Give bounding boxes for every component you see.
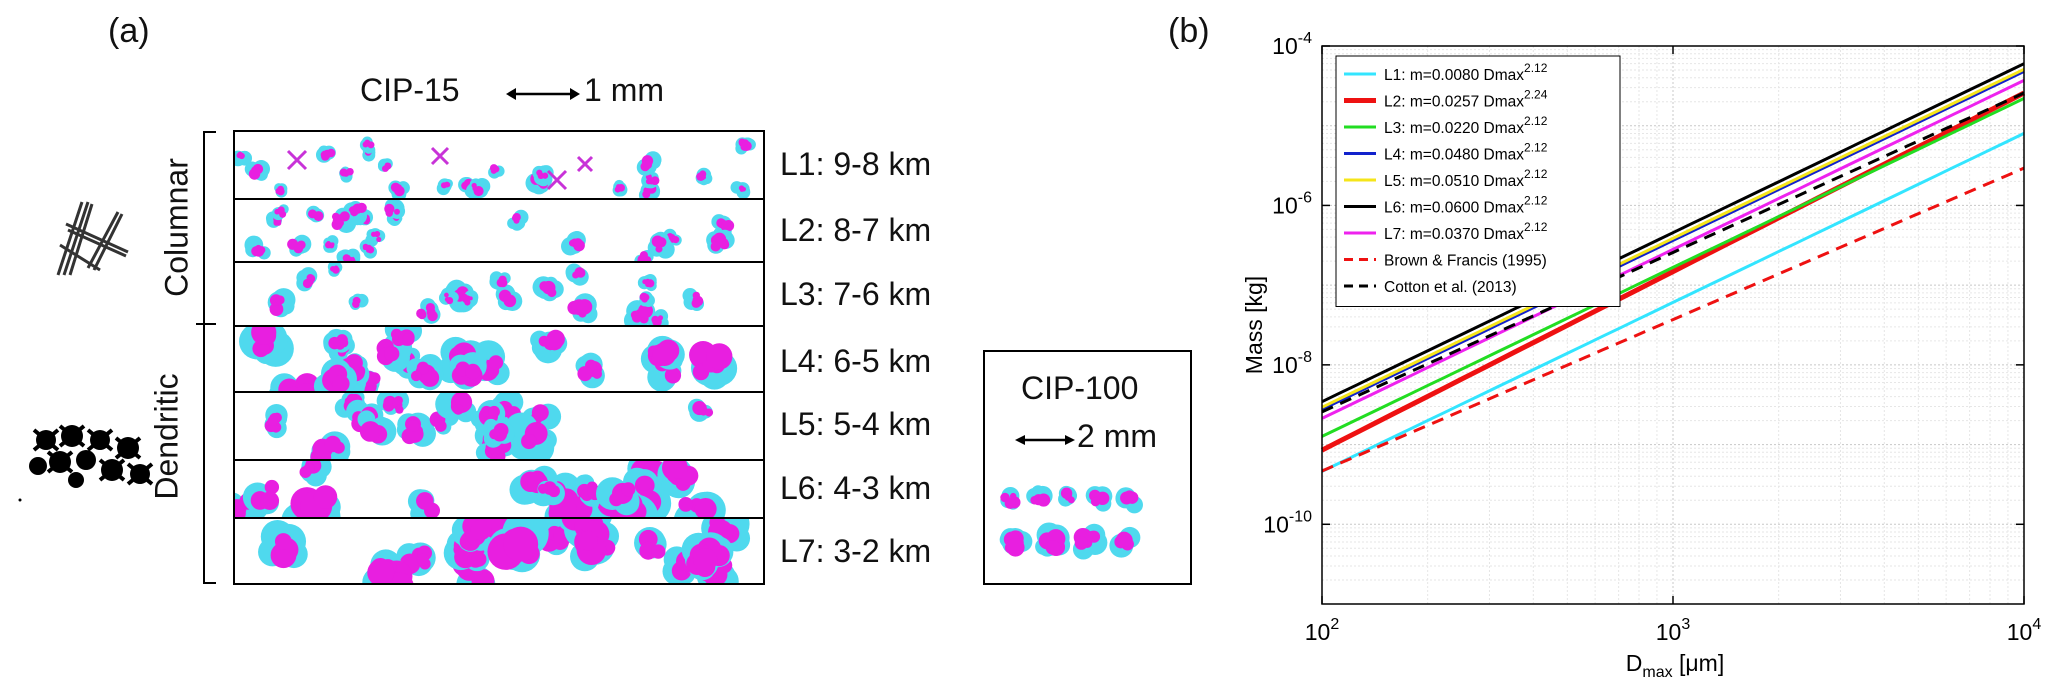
panel-b-label: (b)	[1168, 12, 1210, 50]
image-strip-l1	[233, 130, 765, 200]
image-strip-l7	[233, 517, 765, 585]
columnar-crystal-icon	[56, 201, 129, 276]
series-line-5	[1321, 67, 2025, 409]
scale-arrow-1mm	[506, 88, 580, 100]
image-strip-l2	[233, 198, 765, 263]
legend-entry-8: Brown & Francis (1995)	[1384, 253, 1547, 270]
series-line-7	[1321, 79, 2025, 420]
panel-a-label: (a)	[108, 12, 150, 50]
x-tick-label-1: 102	[1305, 616, 1340, 645]
legend-entry-2: L2: m=0.0257 Dmax2.24	[1384, 88, 1548, 111]
legend-entry-7: L7: m=0.0370 Dmax2.12	[1384, 220, 1548, 243]
image-strip-l3	[233, 261, 765, 327]
legend-box	[1335, 55, 1621, 307]
series-line-8	[1321, 166, 2025, 473]
y-axis-label: Mass [kg]	[1241, 276, 1267, 374]
cip100-title: CIP-100	[1021, 370, 1139, 406]
y-tick-label-2: 10-8	[1272, 349, 1312, 378]
x-tick-label-3: 104	[2007, 616, 2042, 645]
y-tick-label-4: 10-4	[1272, 30, 1312, 59]
level-label-l2: L2: 8-7 km	[780, 212, 932, 248]
x-axis-label: Dmax [μm]	[1626, 650, 1724, 681]
image-strip-l6	[233, 459, 765, 519]
level-label-l6: L6: 4-3 km	[780, 470, 932, 506]
legend-entry-9: Cotton et al. (2013)	[1384, 279, 1517, 296]
series-line-9	[1321, 91, 2025, 414]
cip15-scale-text: 1 mm	[584, 72, 664, 108]
group-brackets	[196, 131, 216, 584]
level-label-l1: L1: 9-8 km	[780, 146, 932, 182]
legend-entry-3: L3: m=0.0220 Dmax2.12	[1384, 114, 1548, 137]
cip15-title: CIP-15	[360, 72, 460, 108]
level-label-l5: L5: 5-4 km	[780, 406, 932, 442]
level-label-l7: L7: 3-2 km	[780, 533, 932, 569]
mass-dimension-chart: 102 103 104 10-10 10-8 10-6 10-4 L1: m=0.0080 …	[1241, 30, 2042, 681]
legend-entry-4: L4: m=0.0480 Dmax2.12	[1384, 141, 1548, 164]
series-line-2	[1320, 90, 2026, 453]
x-tick-label-2: 103	[1656, 616, 1691, 645]
series-line-6	[1321, 62, 2025, 404]
legend-entry-6: L6: m=0.0600 Dmax2.12	[1384, 194, 1548, 217]
image-strip-l5	[233, 391, 765, 461]
level-label-l3: L3: 7-6 km	[780, 276, 932, 312]
level-label-l4: L4: 6-5 km	[780, 343, 932, 379]
image-strip-l4	[233, 325, 765, 393]
columnar-label: Columnar	[158, 158, 195, 297]
y-tick-label-1: 10-10	[1263, 508, 1312, 537]
series-line-3	[1321, 97, 2025, 438]
y-tick-label-3: 10-6	[1272, 189, 1312, 218]
series-line-1	[1321, 132, 2025, 473]
scale-arrow-2mm	[1015, 435, 1075, 445]
dendritic-crystal-icon	[18, 424, 154, 502]
legend-entry-5: L5: m=0.0510 Dmax2.12	[1384, 167, 1548, 190]
series-line-4	[1321, 70, 2025, 411]
legend-entry-1: L1: m=0.0080 Dmax2.12	[1384, 61, 1548, 84]
cip100-inset: CIP-100 2 mm	[983, 350, 1192, 585]
cip100-scale-text: 2 mm	[1077, 418, 1157, 454]
